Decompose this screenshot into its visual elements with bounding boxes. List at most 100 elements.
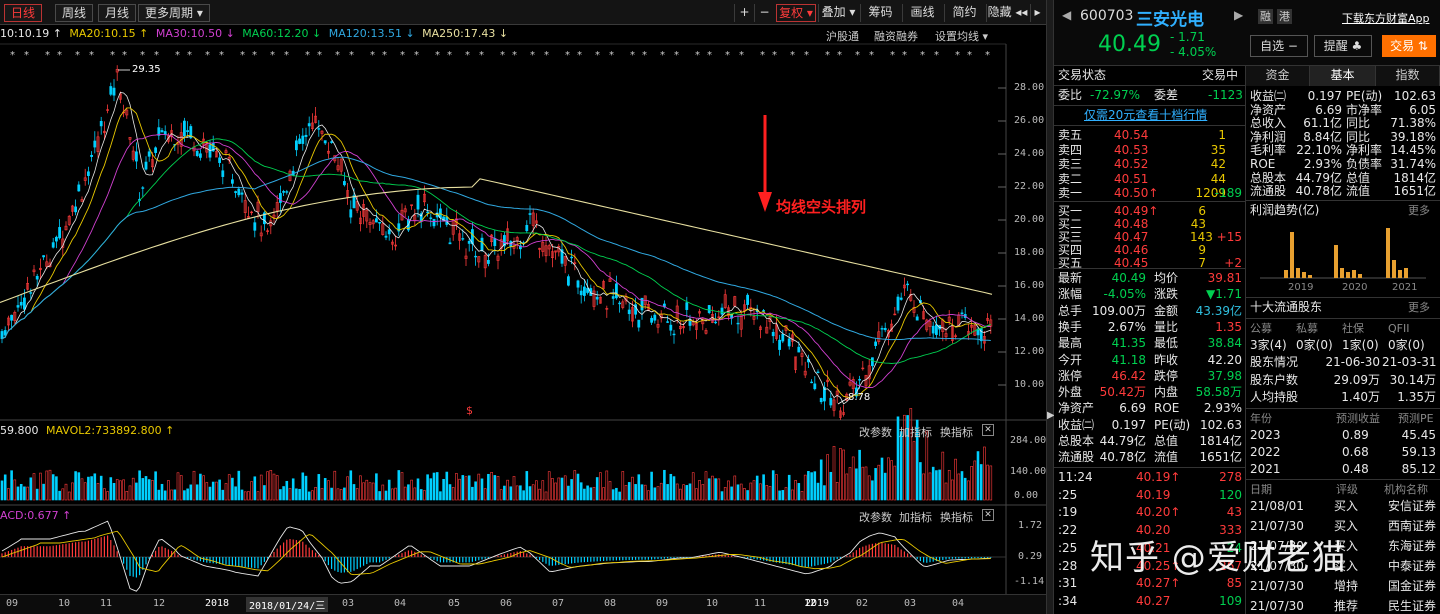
rating-org: 民生证券 <box>1387 599 1436 613</box>
level10-promo-link[interactable]: 仅需20元查看十档行情 <box>1084 108 1208 122</box>
kline-chart-area[interactable]: 日线 周线 月线 更多周期 ▾ + − 复权 ▾ 叠加 ▾ 筹码 画线 简约 隐… <box>0 0 1046 614</box>
volume-bar <box>714 478 717 501</box>
volume-bar <box>883 472 887 501</box>
next-stock-icon[interactable]: ▶ <box>1234 8 1244 22</box>
tick-price: 40.20↑ <box>1136 505 1181 520</box>
event-marker-icon: * <box>674 50 679 61</box>
draw-line-button[interactable]: 画线 <box>902 4 942 22</box>
hk-connect-link[interactable]: 沪股通 <box>826 30 859 43</box>
macd-add-indicator-link[interactable]: 加指标 <box>899 511 932 524</box>
volume-bar <box>960 471 964 501</box>
candle-body <box>48 262 52 268</box>
fund-label: 总股本 <box>1250 170 1287 185</box>
set-ma-link[interactable]: 设置均线 ▾ <box>935 30 989 43</box>
ask-volume: 1209 <box>1195 186 1226 200</box>
candle-body <box>928 321 932 327</box>
vol-switch-indicator-link[interactable]: 换指标 <box>940 426 973 439</box>
macd-switch-indicator-link[interactable]: 换指标 <box>940 511 973 524</box>
chips-button[interactable]: 筹码 <box>860 4 900 22</box>
profit-more-link[interactable]: 更多 <box>1408 204 1430 217</box>
volume-bar <box>765 485 769 501</box>
fund-label: 流通股 <box>1250 184 1287 199</box>
volume-bar <box>554 482 557 501</box>
vol-edit-params-link[interactable]: 改参数 <box>859 426 892 439</box>
volume-bar <box>643 484 647 501</box>
add-watchlist-button[interactable]: 自选 − <box>1250 35 1308 57</box>
event-marker-icon: * <box>660 50 665 61</box>
tick-time: :22 <box>1058 523 1078 538</box>
volume-bar <box>538 488 541 501</box>
ask-level-label: 卖二 <box>1058 171 1083 186</box>
margin-trading-link[interactable]: 融资融券 <box>874 30 918 43</box>
candle-body <box>458 233 462 241</box>
bid-level-label: 买五 <box>1058 256 1083 270</box>
macd-edit-params-link[interactable]: 改参数 <box>859 511 892 524</box>
candle-body <box>915 316 919 321</box>
volume-bar <box>803 474 807 501</box>
candle-body <box>810 381 814 384</box>
event-marker-icon: * <box>772 50 777 61</box>
candle-body <box>320 130 324 134</box>
bid-ask-diff-value: -1123 <box>1208 88 1243 102</box>
holders-more-link[interactable]: 更多 <box>1408 301 1430 314</box>
chart-canvas[interactable]: * * * * * * * * * * * * * * * * * * * * * * * * * * * * * * * * * * * * * * * *… <box>0 0 1046 614</box>
tab-more-periods[interactable]: 更多周期 ▾ <box>138 4 210 22</box>
tab-daily[interactable]: 日线 <box>4 4 43 22</box>
tab-weekly[interactable]: 周线 <box>55 4 94 22</box>
rating-value: 买入 <box>1334 539 1359 553</box>
quote-value: 2.93% <box>1203 401 1242 416</box>
price-alert-button[interactable]: 提醒 ♣ <box>1314 35 1372 57</box>
ma-legend-item: MA60:12.20 ↓ <box>242 27 322 40</box>
candle-body <box>765 326 769 334</box>
candle-body <box>16 305 20 308</box>
volume-bar <box>531 484 535 501</box>
candle-body <box>147 151 151 157</box>
prev-stock-icon[interactable]: ◀ <box>1062 8 1072 22</box>
volume-bar <box>938 469 941 501</box>
chevron-right-icon[interactable]: ▶ <box>1047 410 1055 421</box>
tab-basic[interactable]: 基本 <box>1310 66 1376 86</box>
tab-monthly[interactable]: 月线 <box>98 4 137 22</box>
candle-body <box>554 250 558 253</box>
tick-volume: 267 <box>1219 558 1242 573</box>
holder-stat-label: 股东情况 <box>1250 355 1299 369</box>
price-tick: 14.00 <box>1014 313 1045 324</box>
close-icon[interactable]: ✕ <box>982 509 994 521</box>
quote-value: 40.49 <box>1111 271 1146 285</box>
volume-bar <box>880 457 884 501</box>
volume-bar <box>717 478 721 501</box>
chevron-right-icon[interactable]: ▸ <box>1030 4 1044 22</box>
tab-index[interactable]: 指数 <box>1376 66 1440 86</box>
volume-bar <box>131 477 135 501</box>
close-icon[interactable]: ✕ <box>982 424 994 436</box>
candle-body <box>90 154 94 157</box>
download-app-link[interactable]: 下载东方财富App <box>1342 12 1430 25</box>
adjust-price-button[interactable]: 复权 ▾ <box>776 4 816 22</box>
fund-label: 同比 <box>1346 129 1371 144</box>
fund-value: 102.63 <box>1394 89 1436 103</box>
volume-bar <box>570 479 573 501</box>
overlay-button[interactable]: 叠加 ▾ <box>818 4 858 22</box>
tab-capital[interactable]: 资金 <box>1246 66 1310 86</box>
volume-bar <box>797 483 801 501</box>
hide-panel-button[interactable]: 隐藏 ◂◂ <box>986 4 1028 22</box>
zoom-in-button[interactable]: + <box>734 4 754 22</box>
holder-stat-current: 1.40万 <box>1341 390 1380 404</box>
volume-bar <box>391 488 394 501</box>
simple-mode-button[interactable]: 简约 <box>944 4 984 22</box>
volume-bar <box>896 416 900 501</box>
zoom-out-button[interactable]: − <box>754 4 774 22</box>
volume-bar <box>621 471 625 501</box>
event-marker-icon: * <box>270 50 275 61</box>
trading-status-value: 交易中 <box>1202 68 1239 82</box>
vol-add-indicator-link[interactable]: 加指标 <box>899 426 932 439</box>
panel-splitter[interactable]: ▶ <box>1046 0 1055 614</box>
volume-bar <box>647 490 650 501</box>
volume-bar <box>509 486 513 501</box>
candle-body <box>96 136 100 152</box>
volume-bar <box>218 479 221 501</box>
trade-button[interactable]: 交易 ⇅ <box>1382 35 1436 57</box>
candle-body <box>906 283 910 286</box>
volume-bar <box>653 487 657 501</box>
volume-bar <box>74 471 77 501</box>
